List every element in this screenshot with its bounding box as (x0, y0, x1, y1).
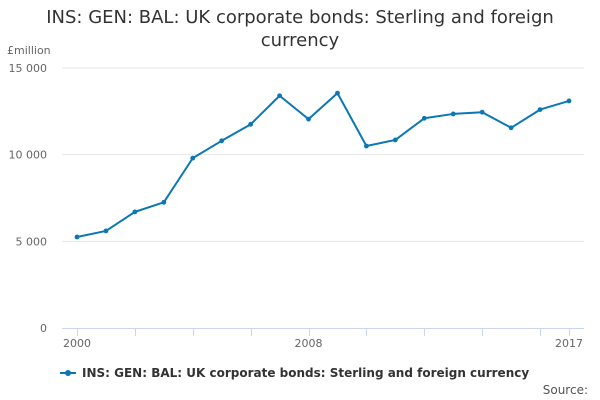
legend-swatch-icon (60, 369, 76, 377)
legend[interactable]: INS: GEN: BAL: UK corporate bonds: Sterl… (60, 366, 529, 380)
series-line[interactable] (76, 92, 570, 238)
legend-label: INS: GEN: BAL: UK corporate bonds: Sterl… (82, 366, 530, 380)
x-axis: 2000 2008 2017 (62, 328, 584, 350)
x-tick-label: 2008 (295, 337, 323, 350)
data-point[interactable] (537, 107, 543, 112)
data-point[interactable] (450, 111, 456, 117)
source-label: Source: (542, 383, 588, 397)
data-point[interactable] (479, 109, 485, 115)
y-axis-ticks: 0 5 000 10 000 15 000 (9, 62, 48, 335)
y-tick-label: 10 000 (9, 149, 48, 162)
data-point[interactable] (508, 125, 514, 131)
x-tick-label: 2017 (555, 337, 583, 350)
data-point[interactable] (364, 143, 369, 149)
data-point[interactable] (219, 138, 225, 144)
data-point[interactable] (248, 121, 254, 127)
y-tick-label: 0 (40, 322, 47, 335)
data-point[interactable] (306, 116, 311, 122)
data-point[interactable] (392, 137, 398, 143)
y-axis-unit-label: £million (7, 44, 51, 57)
chart-title: INS: GEN: BAL: UK corporate bonds: Sterl… (46, 7, 554, 51)
data-point[interactable] (335, 90, 340, 96)
y-tick-label: 5 000 (16, 235, 48, 248)
data-point[interactable] (103, 228, 109, 234)
data-point[interactable] (277, 93, 282, 99)
data-point[interactable] (161, 199, 167, 205)
data-point[interactable] (190, 155, 196, 161)
data-point[interactable] (421, 115, 427, 121)
y-tick-label: 15 000 (9, 62, 48, 75)
data-point[interactable] (74, 234, 80, 240)
data-point[interactable] (132, 209, 138, 215)
data-point[interactable] (566, 98, 572, 104)
gridlines (62, 67, 584, 242)
series-layer (74, 90, 572, 240)
x-tick-label: 2000 (63, 337, 91, 350)
